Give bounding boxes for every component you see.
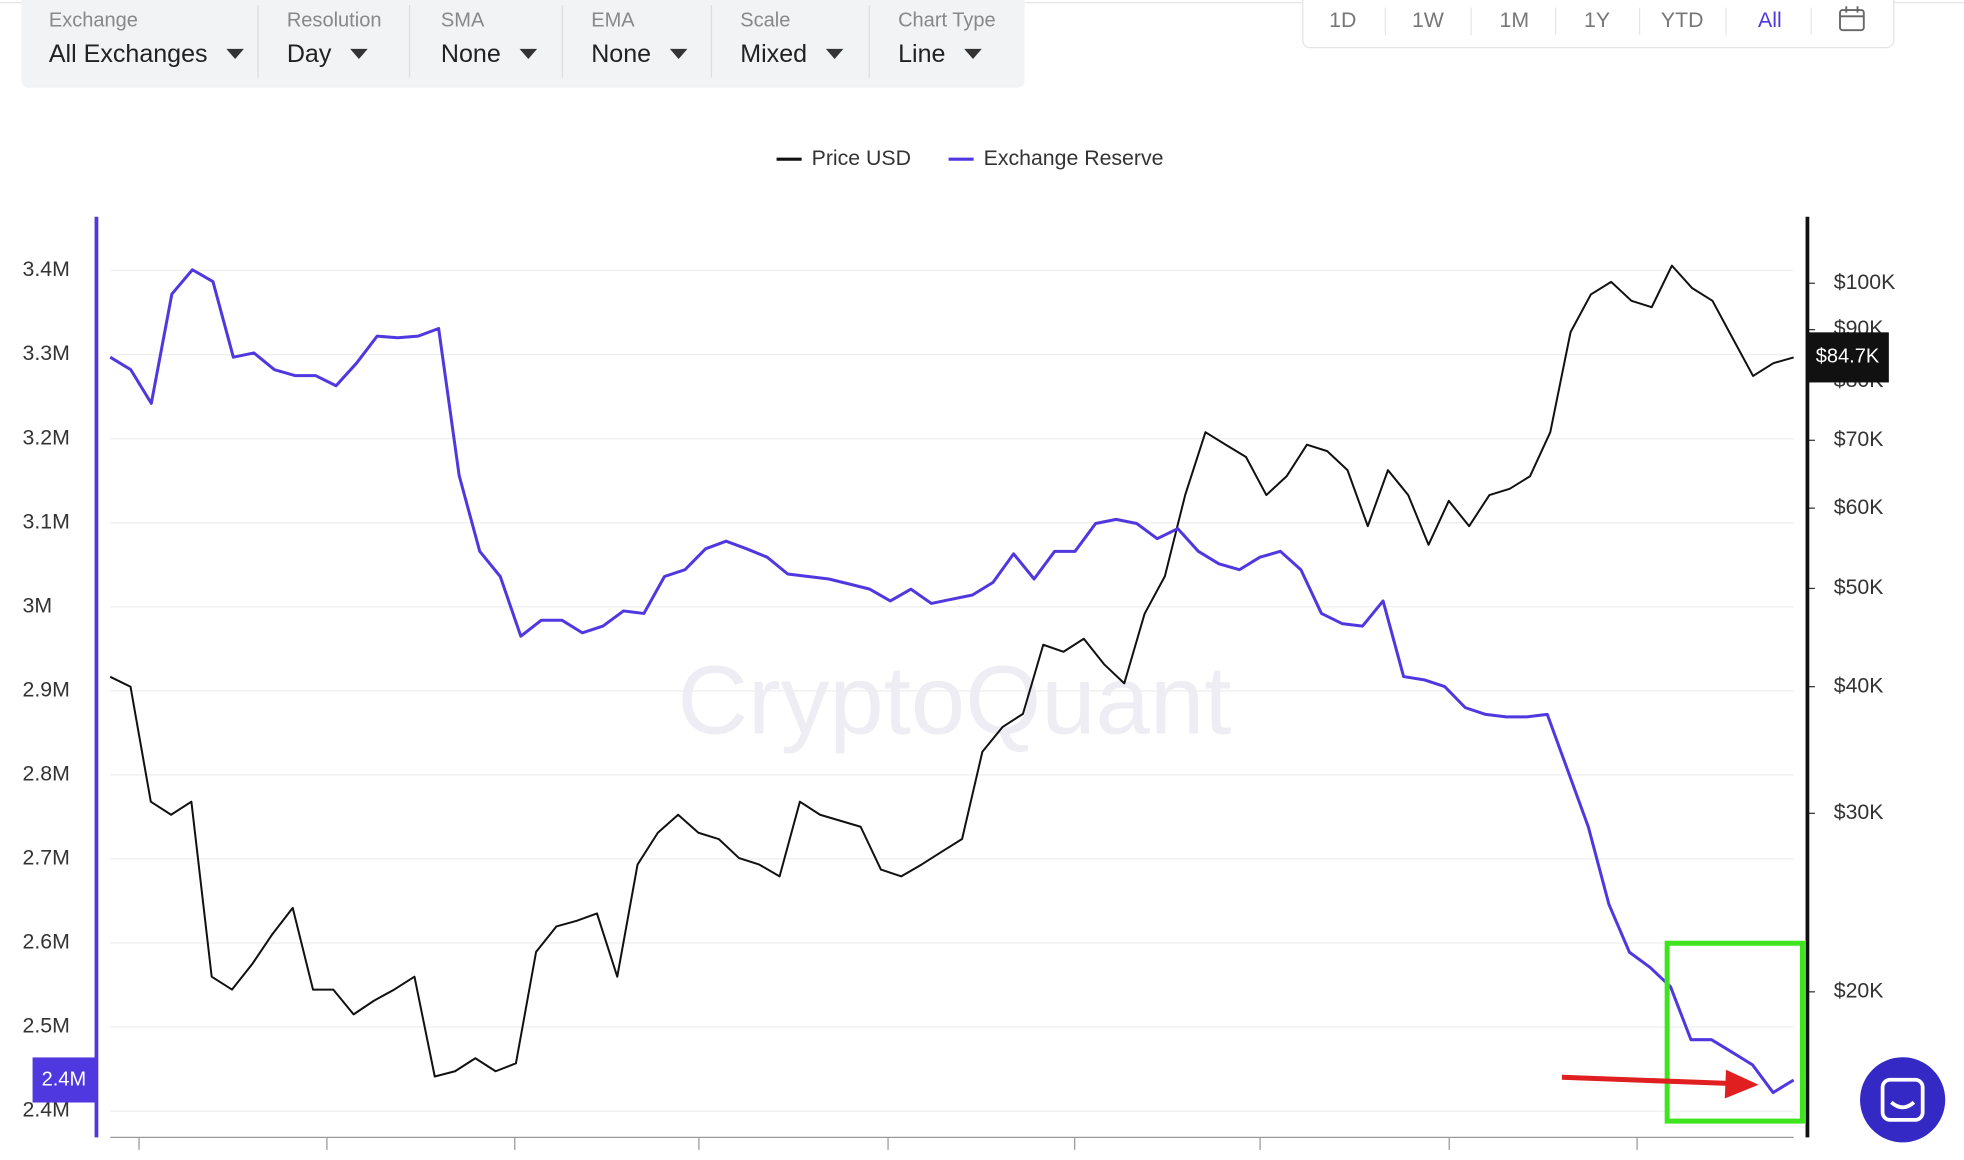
last-value-badge — [1807, 332, 1889, 383]
y2-tick-label: $100K — [1834, 270, 1896, 294]
y-tick-label: 3.4M — [23, 257, 70, 281]
filter-label: Exchange — [49, 10, 138, 32]
x-axis — [110, 1136, 1794, 1150]
filter-value[interactable]: All Exchanges — [49, 40, 208, 68]
red-arrow — [1561, 1069, 1759, 1099]
legend-label[interactable]: Price USD — [812, 146, 911, 170]
range-button[interactable]: All — [1758, 8, 1782, 32]
filter-label: SMA — [441, 10, 485, 32]
plot: 2.4M 2.5M 2.6M 2.7M 2.8M 2.9M 3M 3.1M 3.2M 3.3M 3.… — [23, 146, 1896, 1138]
y-tick-label: 2.8M — [23, 761, 70, 785]
filter-value[interactable]: Line — [898, 40, 945, 68]
last-value-label: 2.4M — [42, 1068, 87, 1090]
filter-value[interactable]: Day — [287, 40, 332, 68]
filter-bar — [21, 0, 1025, 88]
y-tick-label: 3.1M — [23, 509, 70, 533]
y2-tick-label: $30K — [1834, 800, 1884, 824]
range-button[interactable]: YTD — [1661, 8, 1704, 32]
y-tick-label: 3.3M — [23, 341, 70, 365]
y-tick-label: 2.9M — [23, 677, 70, 701]
y-tick-label: 2.5M — [23, 1014, 70, 1038]
y-tick-label: 2.7M — [23, 846, 70, 870]
y2-tick-label: $70K — [1834, 427, 1884, 451]
series-line — [109, 268, 1795, 1095]
dropdown-caret[interactable] — [825, 48, 844, 59]
last-value-label: $84.7K — [1816, 346, 1880, 368]
dropdown-caret[interactable] — [669, 48, 688, 59]
filter-label: EMA — [591, 10, 635, 32]
y-tick-label: 2.6M — [23, 930, 70, 954]
calendar-icon[interactable] — [1839, 6, 1865, 32]
y2-tick-label: $60K — [1834, 495, 1884, 519]
y2-tick-label: $40K — [1834, 673, 1884, 697]
last-value-badge — [32, 1057, 96, 1103]
filter-label: Chart Type — [898, 10, 996, 32]
y2-tick-label: $50K — [1834, 575, 1884, 599]
range-button[interactable]: 1Y — [1584, 8, 1610, 32]
highlight-box — [1664, 940, 1805, 1124]
dropdown-caret[interactable] — [519, 48, 538, 59]
y-tick-label: 3M — [23, 593, 53, 617]
watermark: CryptoQuant — [678, 646, 1232, 755]
series-line — [109, 264, 1794, 1078]
dropdown-caret[interactable] — [964, 48, 982, 59]
filters: Exchange All Exchanges Resolution Day SMA Non… — [49, 5, 996, 78]
filter-value[interactable]: None — [441, 40, 501, 68]
range-button[interactable]: 1W — [1412, 8, 1445, 32]
filter-label: Scale — [740, 10, 790, 32]
y2-tick-label: $20K — [1834, 978, 1884, 1002]
legend-label[interactable]: Exchange Reserve — [984, 146, 1164, 170]
filter-label: Resolution — [287, 10, 382, 32]
range-button[interactable]: 1M — [1500, 8, 1530, 32]
chat-button[interactable] — [1860, 1057, 1946, 1143]
range-bar — [1302, 0, 1895, 49]
dropdown-caret[interactable] — [226, 48, 244, 59]
filter-value[interactable]: None — [591, 40, 651, 68]
filter-value[interactable]: Mixed — [740, 40, 807, 68]
ranges: 1D 1W 1M 1Y YTD All — [1329, 7, 1812, 36]
y-tick-label: 3.2M — [23, 425, 70, 449]
dropdown-caret[interactable] — [350, 48, 368, 59]
range-button[interactable]: 1D — [1329, 8, 1356, 32]
